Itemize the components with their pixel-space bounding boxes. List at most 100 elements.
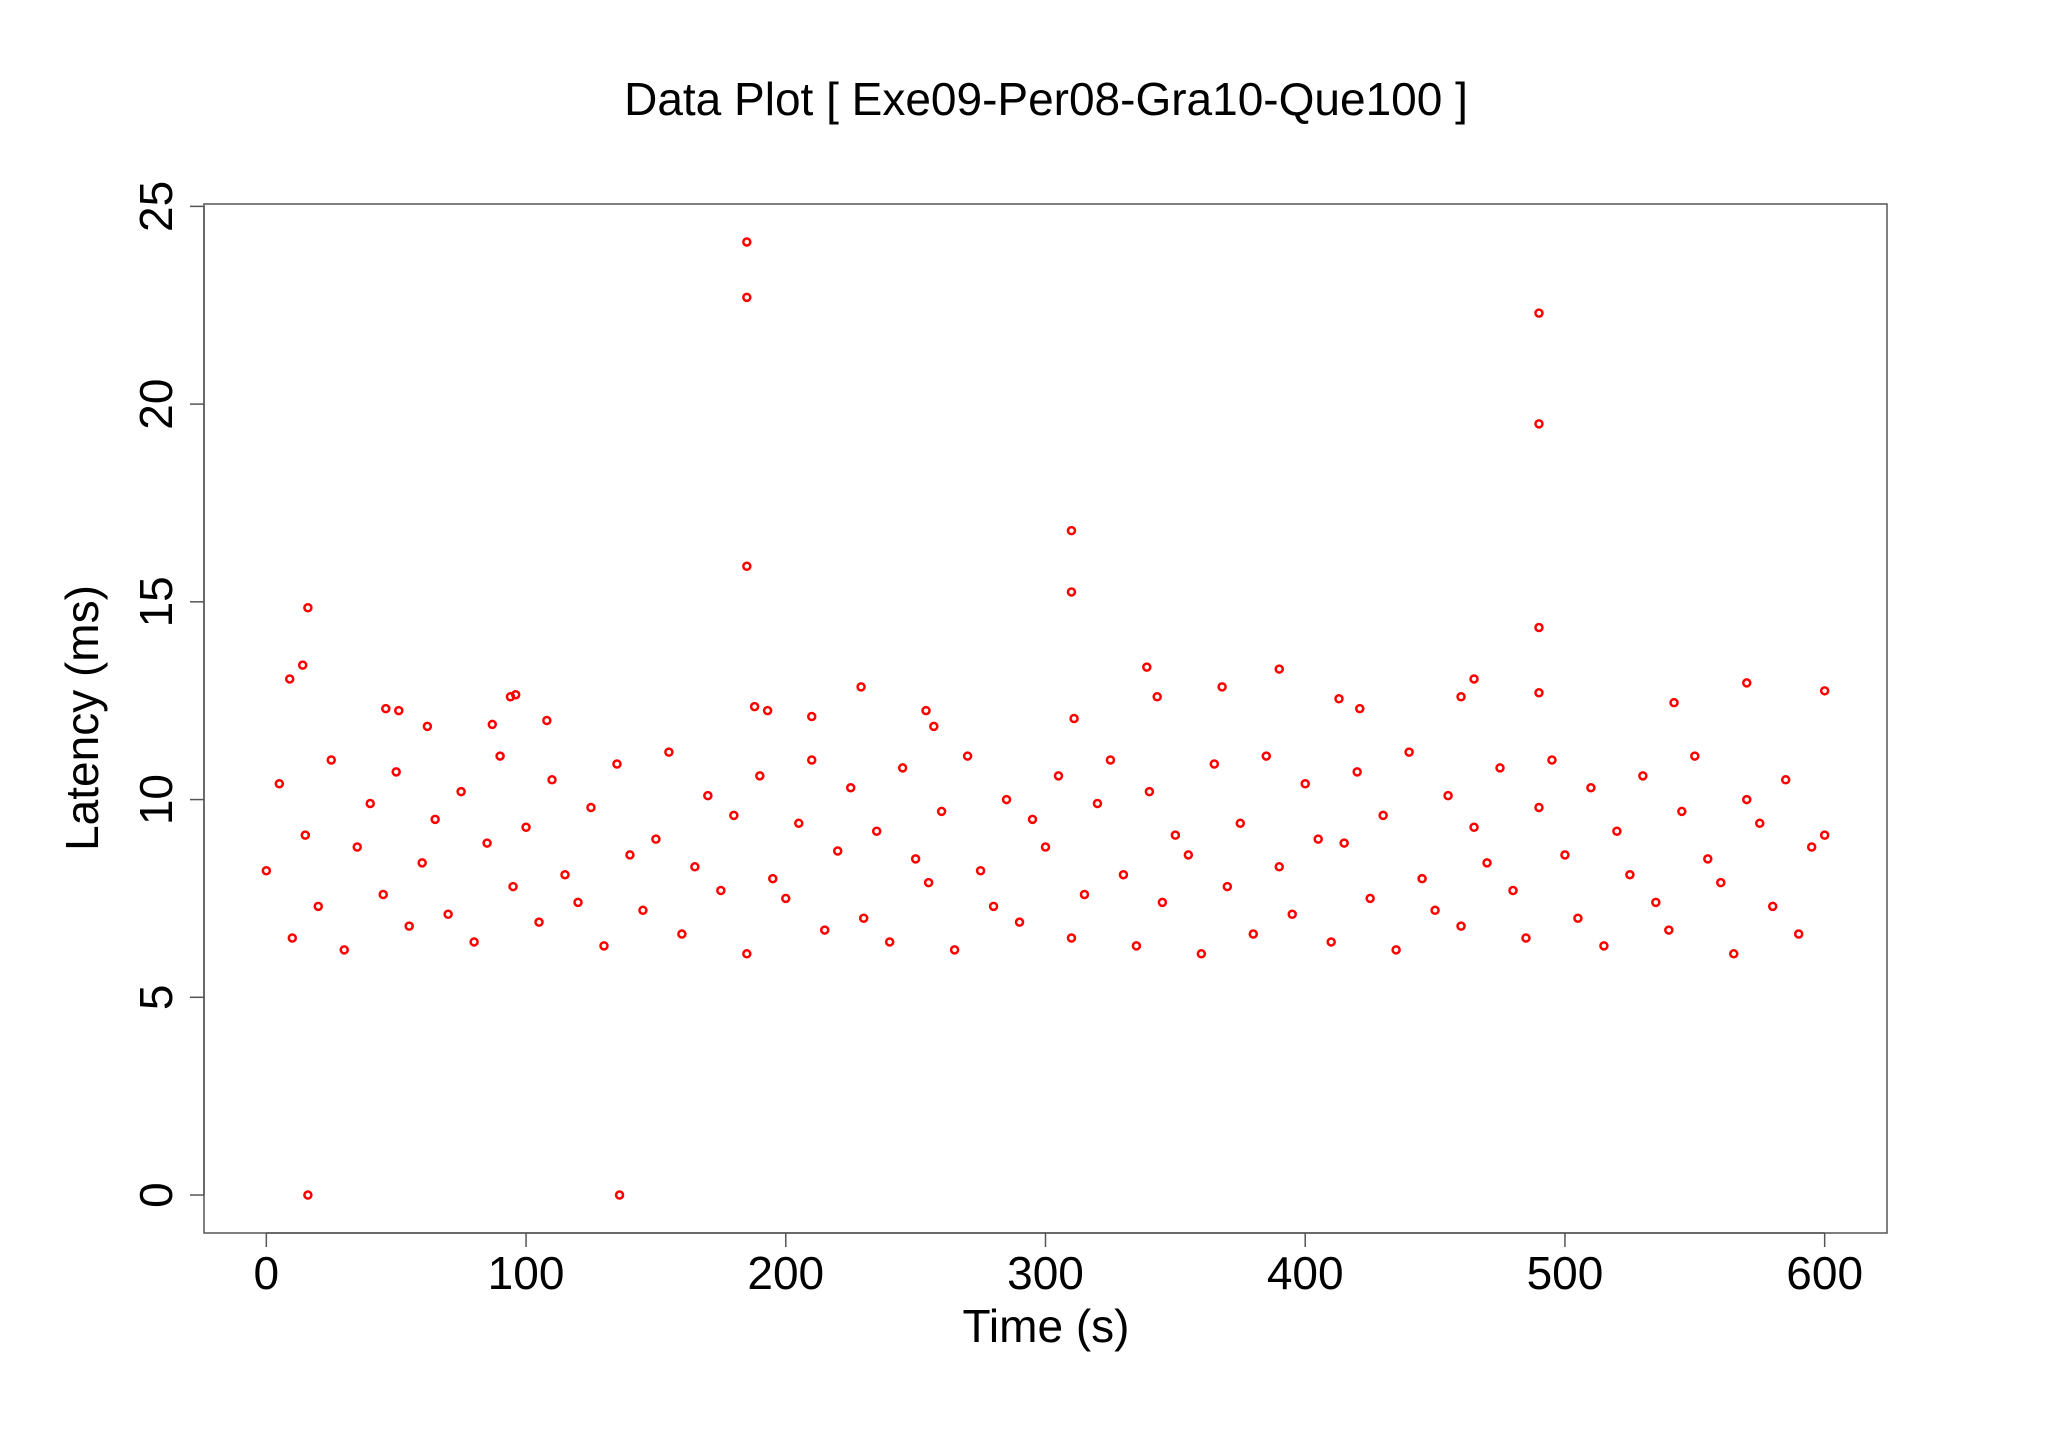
- point: [1053, 771, 1064, 781]
- point: [1534, 802, 1544, 813]
- point: [845, 782, 856, 793]
- point: [1217, 682, 1227, 692]
- point: [1482, 858, 1492, 868]
- point: [1391, 945, 1401, 955]
- point: [1638, 771, 1648, 781]
- point: [1664, 925, 1674, 935]
- x-axis-label: Time (s): [963, 1300, 1130, 1352]
- y-tick-label: 20: [130, 379, 182, 430]
- y-tick-label: 15: [130, 576, 182, 627]
- point: [742, 237, 752, 247]
- point: [1742, 794, 1752, 805]
- point: [856, 682, 866, 692]
- y-tick-label: 0: [130, 1182, 182, 1208]
- point: [703, 790, 713, 801]
- point: [1690, 751, 1700, 761]
- point: [625, 850, 635, 860]
- point: [962, 751, 973, 761]
- point: [542, 715, 552, 726]
- point: [1040, 842, 1051, 852]
- point: [1118, 869, 1129, 880]
- point: [381, 703, 391, 714]
- x-tick-label: 200: [747, 1247, 824, 1299]
- point: [742, 561, 752, 571]
- y-tick-label: 10: [130, 774, 182, 825]
- point: [378, 889, 388, 900]
- point: [1404, 747, 1414, 757]
- x-tick-label: 0: [254, 1247, 280, 1299]
- chart-title: Data Plot [ Exe09-Per08-Gra10-Que100 ]: [624, 73, 1468, 125]
- point: [422, 721, 433, 732]
- point: [300, 830, 311, 840]
- point: [1334, 693, 1344, 704]
- point: [1508, 885, 1518, 896]
- point: [284, 674, 295, 684]
- point: [1534, 622, 1544, 633]
- point: [1222, 881, 1233, 892]
- point: [651, 834, 661, 844]
- point: [287, 933, 298, 943]
- point: [664, 747, 674, 757]
- point: [749, 701, 760, 712]
- point: [1079, 889, 1090, 900]
- point: [1339, 838, 1349, 848]
- point: [1014, 917, 1025, 927]
- point: [1326, 937, 1336, 947]
- y-tick-label: 25: [130, 181, 182, 232]
- point: [1430, 905, 1440, 916]
- point: [456, 786, 466, 797]
- point: [1352, 767, 1362, 777]
- point: [716, 885, 726, 896]
- point: [897, 763, 908, 773]
- point: [1729, 949, 1739, 959]
- point: [1313, 834, 1323, 844]
- x-tick-label: 100: [488, 1247, 565, 1299]
- point: [261, 866, 272, 876]
- point: [469, 937, 479, 947]
- point: [1157, 897, 1168, 908]
- point: [1131, 941, 1142, 951]
- point: [1355, 703, 1365, 714]
- y-tick-label: 5: [130, 985, 182, 1011]
- point: [1261, 751, 1272, 761]
- point: [560, 869, 570, 880]
- point: [1196, 949, 1207, 959]
- point: [365, 798, 375, 809]
- point: [274, 779, 285, 789]
- point: [430, 814, 440, 825]
- point: [1495, 763, 1505, 773]
- point: [297, 660, 308, 670]
- point: [1152, 691, 1162, 702]
- point: [1669, 697, 1679, 708]
- point: [1767, 901, 1778, 912]
- point: [742, 292, 752, 303]
- point: [1144, 786, 1155, 797]
- point: [417, 858, 427, 868]
- point: [807, 755, 817, 765]
- point: [1716, 877, 1726, 888]
- point: [1365, 893, 1375, 904]
- point: [638, 905, 648, 916]
- point: [1469, 674, 1479, 684]
- point: [1209, 759, 1220, 769]
- point: [487, 719, 498, 730]
- point: [482, 838, 492, 848]
- point: [1378, 810, 1388, 821]
- x-tick-label: 600: [1786, 1247, 1863, 1299]
- point: [1521, 933, 1531, 943]
- point: [303, 1190, 313, 1200]
- point: [1742, 678, 1752, 688]
- point: [1586, 782, 1596, 793]
- point: [1677, 806, 1687, 817]
- x-tick-label: 300: [1007, 1247, 1084, 1299]
- point: [975, 866, 986, 876]
- point: [988, 901, 999, 912]
- x-tick-label: 500: [1527, 1247, 1604, 1299]
- point: [832, 846, 843, 856]
- point: [1534, 688, 1544, 698]
- point: [599, 941, 609, 951]
- point: [1547, 755, 1557, 765]
- point: [1417, 873, 1427, 884]
- point: [921, 705, 931, 716]
- x-tick-label: 400: [1267, 1247, 1344, 1299]
